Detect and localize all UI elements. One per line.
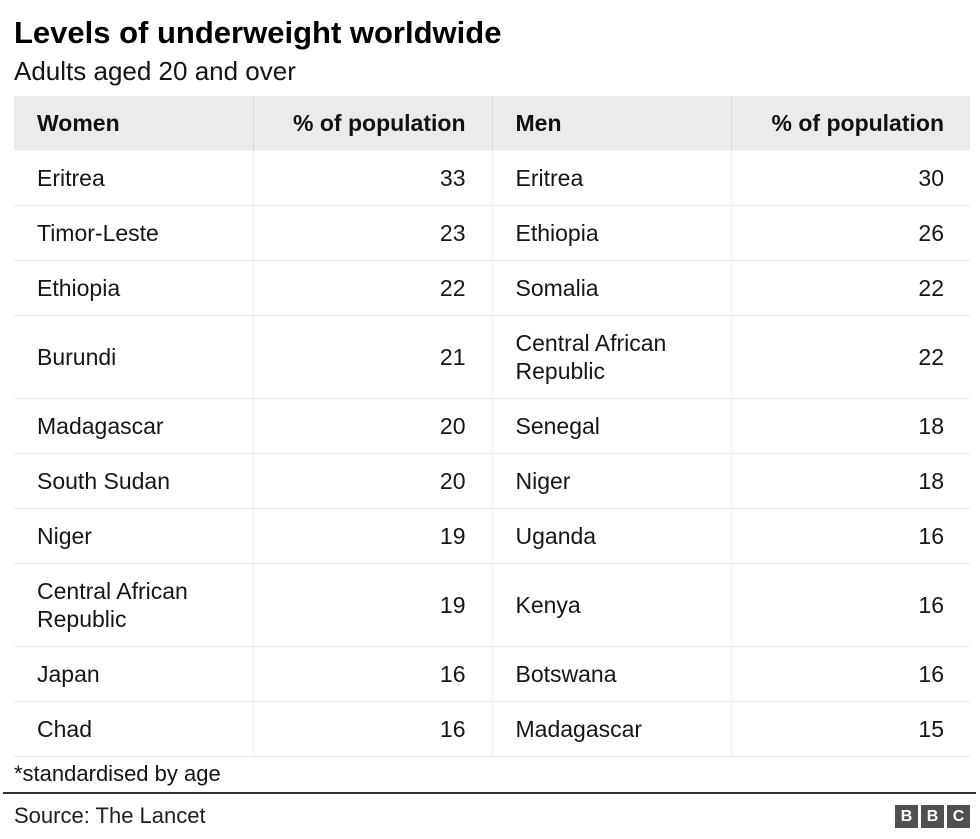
men-pct-cell: 16 xyxy=(730,563,970,647)
table-row: Madagascar 20 Senegal 18 xyxy=(14,398,970,454)
men-pct-cell: 16 xyxy=(730,646,970,702)
women-pct-cell: 16 xyxy=(252,701,492,757)
women-pct-cell: 33 xyxy=(252,150,492,206)
bbc-logo-letter-c: C xyxy=(947,804,970,828)
men-country-cell: Central African Republic xyxy=(491,315,731,399)
women-country-cell: Niger xyxy=(14,508,253,564)
bbc-logo-letter-b1: B xyxy=(895,804,918,828)
col-header-women-pct: % of population xyxy=(252,96,492,151)
men-pct-cell: 18 xyxy=(730,398,970,454)
table-row: Eritrea 33 Eritrea 30 xyxy=(14,150,970,206)
men-country-cell: Uganda xyxy=(491,508,731,564)
bbc-logo-letter-b2: B xyxy=(921,804,944,828)
women-country-cell: Madagascar xyxy=(14,398,253,454)
col-header-men: Men xyxy=(491,96,731,151)
women-pct-cell: 21 xyxy=(252,315,492,399)
women-country-cell: Japan xyxy=(14,646,253,702)
men-pct-cell: 15 xyxy=(730,701,970,757)
men-pct-cell: 16 xyxy=(730,508,970,564)
men-country-cell: Niger xyxy=(491,453,731,509)
men-country-cell: Ethiopia xyxy=(491,205,731,261)
women-country-cell: Chad xyxy=(14,701,253,757)
col-header-men-pct: % of population xyxy=(730,96,970,151)
table-row: Japan 16 Botswana 16 xyxy=(14,646,970,702)
source-row: Source: The Lancet B B C xyxy=(14,803,970,829)
women-pct-cell: 20 xyxy=(252,453,492,509)
men-country-cell: Senegal xyxy=(491,398,731,454)
men-country-cell: Eritrea xyxy=(491,150,731,206)
women-pct-cell: 19 xyxy=(252,508,492,564)
table-row: Ethiopia 22 Somalia 22 xyxy=(14,260,970,316)
table-row: Burundi 21 Central African Republic 22 xyxy=(14,315,970,399)
source-divider xyxy=(3,792,976,794)
table-row: Timor-Leste 23 Ethiopia 26 xyxy=(14,205,970,261)
men-country-cell: Botswana xyxy=(491,646,731,702)
men-pct-cell: 22 xyxy=(730,315,970,399)
underweight-table: Women % of population Men % of populatio… xyxy=(14,96,970,757)
women-pct-cell: 23 xyxy=(252,205,492,261)
men-pct-cell: 30 xyxy=(730,150,970,206)
women-country-cell: Central African Republic xyxy=(14,563,253,647)
source-text: Source: The Lancet xyxy=(14,803,206,828)
men-country-cell: Madagascar xyxy=(491,701,731,757)
table-row: Niger 19 Uganda 16 xyxy=(14,508,970,564)
men-pct-cell: 26 xyxy=(730,205,970,261)
women-pct-cell: 16 xyxy=(252,646,492,702)
women-country-cell: Ethiopia xyxy=(14,260,253,316)
women-pct-cell: 19 xyxy=(252,563,492,647)
table-row: Chad 16 Madagascar 15 xyxy=(14,701,970,757)
women-country-cell: Timor-Leste xyxy=(14,205,253,261)
footnote: *standardised by age xyxy=(14,761,221,786)
col-header-women: Women xyxy=(14,96,253,151)
page-subtitle: Adults aged 20 and over xyxy=(14,56,296,86)
women-pct-cell: 22 xyxy=(252,260,492,316)
men-pct-cell: 22 xyxy=(730,260,970,316)
table-header-row: Women % of population Men % of populatio… xyxy=(14,96,970,151)
women-country-cell: South Sudan xyxy=(14,453,253,509)
men-country-cell: Somalia xyxy=(491,260,731,316)
men-country-cell: Kenya xyxy=(491,563,731,647)
women-country-cell: Burundi xyxy=(14,315,253,399)
women-pct-cell: 20 xyxy=(252,398,492,454)
page-title: Levels of underweight worldwide xyxy=(14,15,502,50)
bbc-logo: B B C xyxy=(895,804,970,828)
women-country-cell: Eritrea xyxy=(14,150,253,206)
table-row: South Sudan 20 Niger 18 xyxy=(14,453,970,509)
men-pct-cell: 18 xyxy=(730,453,970,509)
table-row: Central African Republic 19 Kenya 16 xyxy=(14,563,970,647)
